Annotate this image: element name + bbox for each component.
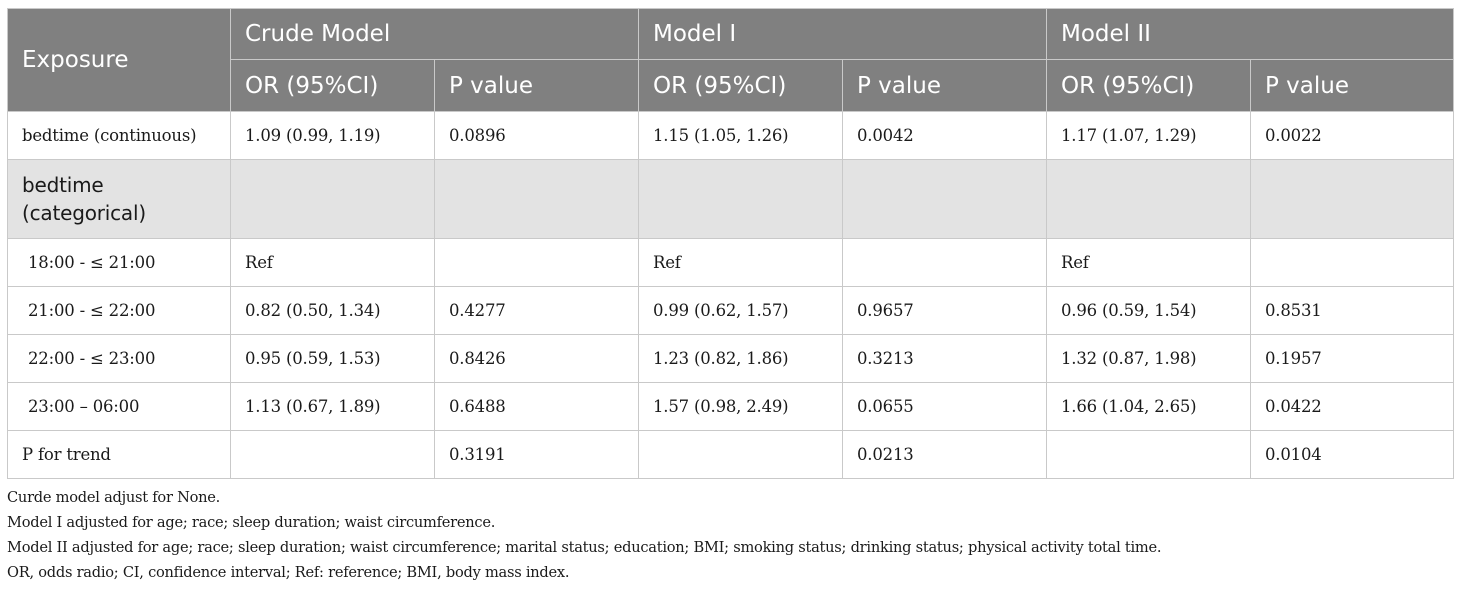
model-i-p-cell: 0.9657 [842, 286, 1047, 335]
footnote: Curde model adjust for None. [7, 489, 221, 506]
table-row: 22:00 - ≤ 23:00 0.95 (0.59, 1.53) 0.8426… [7, 334, 1454, 383]
row-label: 21:00 - ≤ 22:00 [7, 286, 231, 335]
model-ii-or-cell: Ref [1046, 238, 1251, 287]
model-i-p-cell: 0.0042 [842, 111, 1047, 160]
crude-p-header: P value [434, 59, 639, 112]
model-i-p-cell [842, 238, 1047, 287]
group-row: bedtime (categorical) [7, 159, 1454, 239]
model-ii-header: Model II [1046, 8, 1454, 60]
empty-cell [434, 159, 639, 239]
model-ii-p-cell: 0.0104 [1250, 430, 1454, 479]
model-ii-or-cell: 1.17 (1.07, 1.29) [1046, 111, 1251, 160]
row-label: P for trend [7, 430, 231, 479]
empty-cell [1046, 159, 1251, 239]
model-ii-or-header: OR (95%CI) [1046, 59, 1251, 112]
model-i-p-cell: 0.0213 [842, 430, 1047, 479]
model-ii-p-cell: 0.1957 [1250, 334, 1454, 383]
table-row: bedtime (continuous) 1.09 (0.99, 1.19) 0… [7, 111, 1454, 160]
crude-p-cell: 0.4277 [434, 286, 639, 335]
crude-or-cell: 1.13 (0.67, 1.89) [230, 382, 435, 431]
results-document: Exposure Crude Model Model I Model II OR… [7, 8, 1454, 585]
empty-cell [1046, 430, 1251, 479]
model-i-or-cell: 0.99 (0.62, 1.57) [638, 286, 843, 335]
footnote: Model I adjusted for age; race; sleep du… [7, 514, 496, 531]
header-row-measures: OR (95%CI) P value OR (95%CI) P value OR… [8, 59, 1454, 112]
empty-cell [1250, 159, 1454, 239]
empty-cell [638, 430, 843, 479]
model-ii-or-cell: 1.66 (1.04, 2.65) [1046, 382, 1251, 431]
table-row: 23:00 – 06:00 1.13 (0.67, 1.89) 0.6488 1… [7, 382, 1454, 431]
crude-model-header: Crude Model [230, 8, 639, 60]
model-ii-p-header: P value [1250, 59, 1454, 112]
crude-p-cell: 0.3191 [434, 430, 639, 479]
crude-p-cell: 0.0896 [434, 111, 639, 160]
empty-cell [230, 430, 435, 479]
row-label: 18:00 - ≤ 21:00 [7, 238, 231, 287]
model-ii-or-cell: 1.32 (0.87, 1.98) [1046, 334, 1251, 383]
empty-cell [638, 159, 843, 239]
model-ii-p-cell: 0.8531 [1250, 286, 1454, 335]
crude-or-cell: 0.95 (0.59, 1.53) [230, 334, 435, 383]
crude-p-cell: 0.8426 [434, 334, 639, 383]
table-footnotes: Curde model adjust for None. Model I adj… [7, 485, 1453, 585]
model-ii-p-cell: 0.0422 [1250, 382, 1454, 431]
table-row: 18:00 - ≤ 21:00 Ref Ref Ref [7, 238, 1454, 287]
model-i-or-cell: 1.23 (0.82, 1.86) [638, 334, 843, 383]
model-i-or-cell: Ref [638, 238, 843, 287]
table-row: 21:00 - ≤ 22:00 0.82 (0.50, 1.34) 0.4277… [7, 286, 1454, 335]
crude-or-cell: 0.82 (0.50, 1.34) [230, 286, 435, 335]
table-body: bedtime (continuous) 1.09 (0.99, 1.19) 0… [7, 111, 1454, 479]
row-label: bedtime (continuous) [7, 111, 231, 160]
model-i-or-cell: 1.57 (0.98, 2.49) [638, 382, 843, 431]
model-i-p-header: P value [842, 59, 1047, 112]
crude-p-cell: 0.6488 [434, 382, 639, 431]
footnote: Model II adjusted for age; race; sleep d… [7, 539, 1162, 556]
table-row: P for trend 0.3191 0.0213 0.0104 [7, 430, 1454, 479]
model-i-p-cell: 0.3213 [842, 334, 1047, 383]
empty-cell [842, 159, 1047, 239]
crude-or-cell: Ref [230, 238, 435, 287]
model-i-p-cell: 0.0655 [842, 382, 1047, 431]
crude-or-cell: 1.09 (0.99, 1.19) [230, 111, 435, 160]
model-ii-p-cell: 0.0022 [1250, 111, 1454, 160]
crude-p-cell [434, 238, 639, 287]
model-ii-p-cell [1250, 238, 1454, 287]
model-i-or-header: OR (95%CI) [638, 59, 843, 112]
model-i-header: Model I [638, 8, 1047, 60]
footnote: OR, odds radio; CI, confidence interval;… [7, 564, 570, 581]
empty-cell [230, 159, 435, 239]
group-label: bedtime (categorical) [7, 159, 231, 239]
model-i-or-cell: 1.15 (1.05, 1.26) [638, 111, 843, 160]
regression-table: Exposure Crude Model Model I Model II OR… [7, 8, 1454, 479]
table-header: Exposure Crude Model Model I Model II OR… [7, 8, 1454, 112]
crude-or-header: OR (95%CI) [230, 59, 435, 112]
model-ii-or-cell: 0.96 (0.59, 1.54) [1046, 286, 1251, 335]
exposure-header: Exposure [7, 8, 231, 112]
header-row-models: Exposure Crude Model Model I Model II [7, 8, 1454, 112]
row-label: 23:00 – 06:00 [7, 382, 231, 431]
row-label: 22:00 - ≤ 23:00 [7, 334, 231, 383]
